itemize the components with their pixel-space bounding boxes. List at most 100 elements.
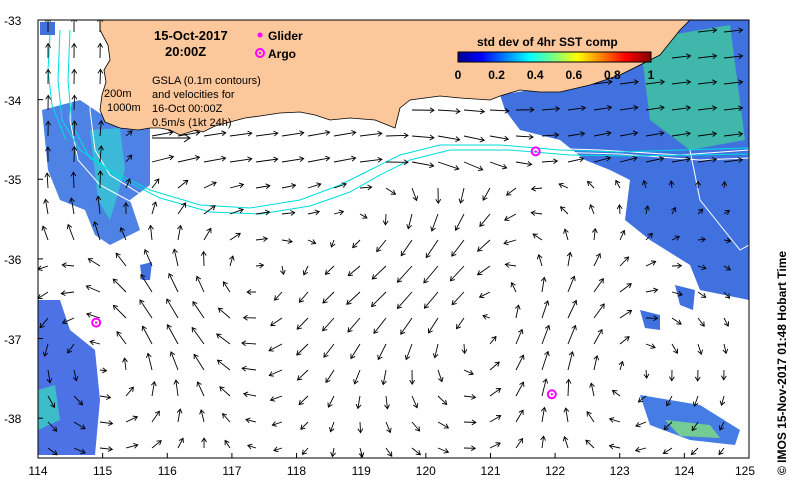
velocity-arrow — [476, 265, 491, 276]
velocity-arrow — [437, 135, 461, 142]
velocity-arrow — [115, 252, 127, 267]
velocity-arrow — [177, 202, 187, 215]
argo-floats — [91, 146, 557, 400]
velocity-arrow — [357, 421, 364, 434]
velocity-arrow — [195, 275, 205, 293]
velocity-arrow — [376, 239, 387, 253]
glider-marker — [257, 32, 263, 38]
velocity-arrow — [645, 79, 666, 85]
velocity-arrow — [146, 352, 153, 371]
velocity-arrow — [176, 408, 183, 423]
velocity-arrow — [404, 343, 413, 361]
velocity-arrow — [203, 227, 212, 241]
velocity-arrow — [358, 447, 365, 458]
velocity-arrow — [173, 379, 180, 397]
y-tick-label: -36 — [4, 252, 22, 267]
velocity-arrow — [229, 207, 244, 215]
velocity-arrow — [97, 170, 104, 189]
velocity-arrow — [300, 421, 309, 430]
velocity-arrow — [586, 411, 595, 423]
argo-float-marker — [546, 389, 557, 400]
velocity-arrow — [396, 265, 413, 283]
velocity-arrow — [151, 410, 160, 423]
velocity-arrow — [567, 275, 576, 293]
velocity-arrow — [241, 365, 257, 372]
velocity-arrow — [71, 42, 77, 59]
velocity-arrow — [333, 182, 347, 189]
velocity-arrow — [199, 409, 205, 423]
gsla-contour-3 — [47, 34, 67, 141]
velocity-arrow — [619, 104, 639, 111]
velocity-arrow — [663, 421, 673, 431]
velocity-arrow — [721, 180, 728, 189]
velocity-arrow — [479, 213, 491, 227]
velocity-arrow — [66, 223, 75, 241]
velocity-arrow — [451, 239, 465, 257]
velocity-arrow — [92, 221, 101, 241]
velocity-arrow — [593, 328, 603, 345]
velocity-arrow — [503, 239, 517, 246]
velocity-arrow — [325, 369, 335, 384]
velocity-arrow — [515, 106, 535, 113]
velocity-arrow — [454, 213, 465, 231]
colorbar-title: std dev of 4hr SST comp — [477, 35, 618, 49]
gsla-contours — [47, 29, 749, 215]
velocity-arrow — [671, 343, 679, 355]
colorbar — [457, 51, 652, 63]
isobath-east — [689, 149, 749, 251]
velocity-arrow — [347, 265, 361, 277]
velocity-arrow — [463, 135, 486, 143]
velocity-arrow — [697, 79, 718, 86]
velocity-arrow — [437, 161, 460, 171]
velocity-arrow — [229, 255, 235, 267]
velocity-arrow — [619, 130, 639, 137]
velocity-arrow — [611, 389, 621, 397]
velocity-arrow — [723, 27, 744, 34]
velocity-arrow — [723, 210, 731, 216]
velocity-arrow — [593, 79, 613, 85]
velocity-arrow — [463, 394, 477, 400]
velocity-arrow — [125, 386, 134, 397]
velocity-arrow — [99, 394, 112, 400]
x-tick-label: 120 — [415, 464, 436, 478]
velocity-arrow — [586, 180, 595, 189]
velocity-arrow — [322, 317, 335, 332]
velocity-arrow — [69, 197, 75, 215]
velocity-arrow — [229, 130, 253, 137]
velocity-arrow — [593, 155, 612, 163]
velocity-arrow — [697, 291, 707, 298]
velocity-arrow — [359, 184, 373, 191]
velocity-arrow — [671, 206, 677, 215]
velocity-arrow — [615, 179, 621, 189]
velocity-arrow — [38, 265, 49, 271]
velocity-arrow — [565, 378, 572, 397]
velocity-arrow — [296, 343, 309, 356]
velocity-arrow — [95, 195, 102, 215]
x-tick-label: 125 — [734, 464, 756, 478]
sst-patch-small-3 — [140, 262, 152, 280]
velocity-arrow — [359, 213, 368, 219]
velocity-arrow — [671, 53, 692, 60]
velocity-arrow — [567, 131, 586, 137]
velocity-arrow — [385, 447, 393, 457]
velocity-arrow — [723, 237, 732, 244]
velocity-arrow — [193, 353, 205, 371]
velocity-arrow — [668, 180, 675, 189]
velocity-arrow — [324, 265, 335, 275]
velocity-arrow — [385, 132, 409, 139]
velocity-arrow — [645, 130, 665, 137]
velocity-arrow — [694, 369, 701, 382]
colorbar-tick-3: 0.6 — [565, 68, 583, 82]
sst-patch-small-4 — [40, 22, 55, 35]
velocity-arrow — [166, 298, 179, 319]
velocity-arrow — [718, 447, 725, 456]
x-tick-label: 122 — [545, 464, 566, 478]
velocity-arrow — [697, 264, 707, 271]
velocity-arrow — [514, 304, 521, 319]
velocity-arrow — [541, 105, 561, 112]
velocity-arrow — [99, 367, 108, 374]
velocity-arrow — [723, 131, 744, 138]
velocity-arrow — [619, 256, 630, 267]
velocity-arrow — [255, 183, 271, 190]
